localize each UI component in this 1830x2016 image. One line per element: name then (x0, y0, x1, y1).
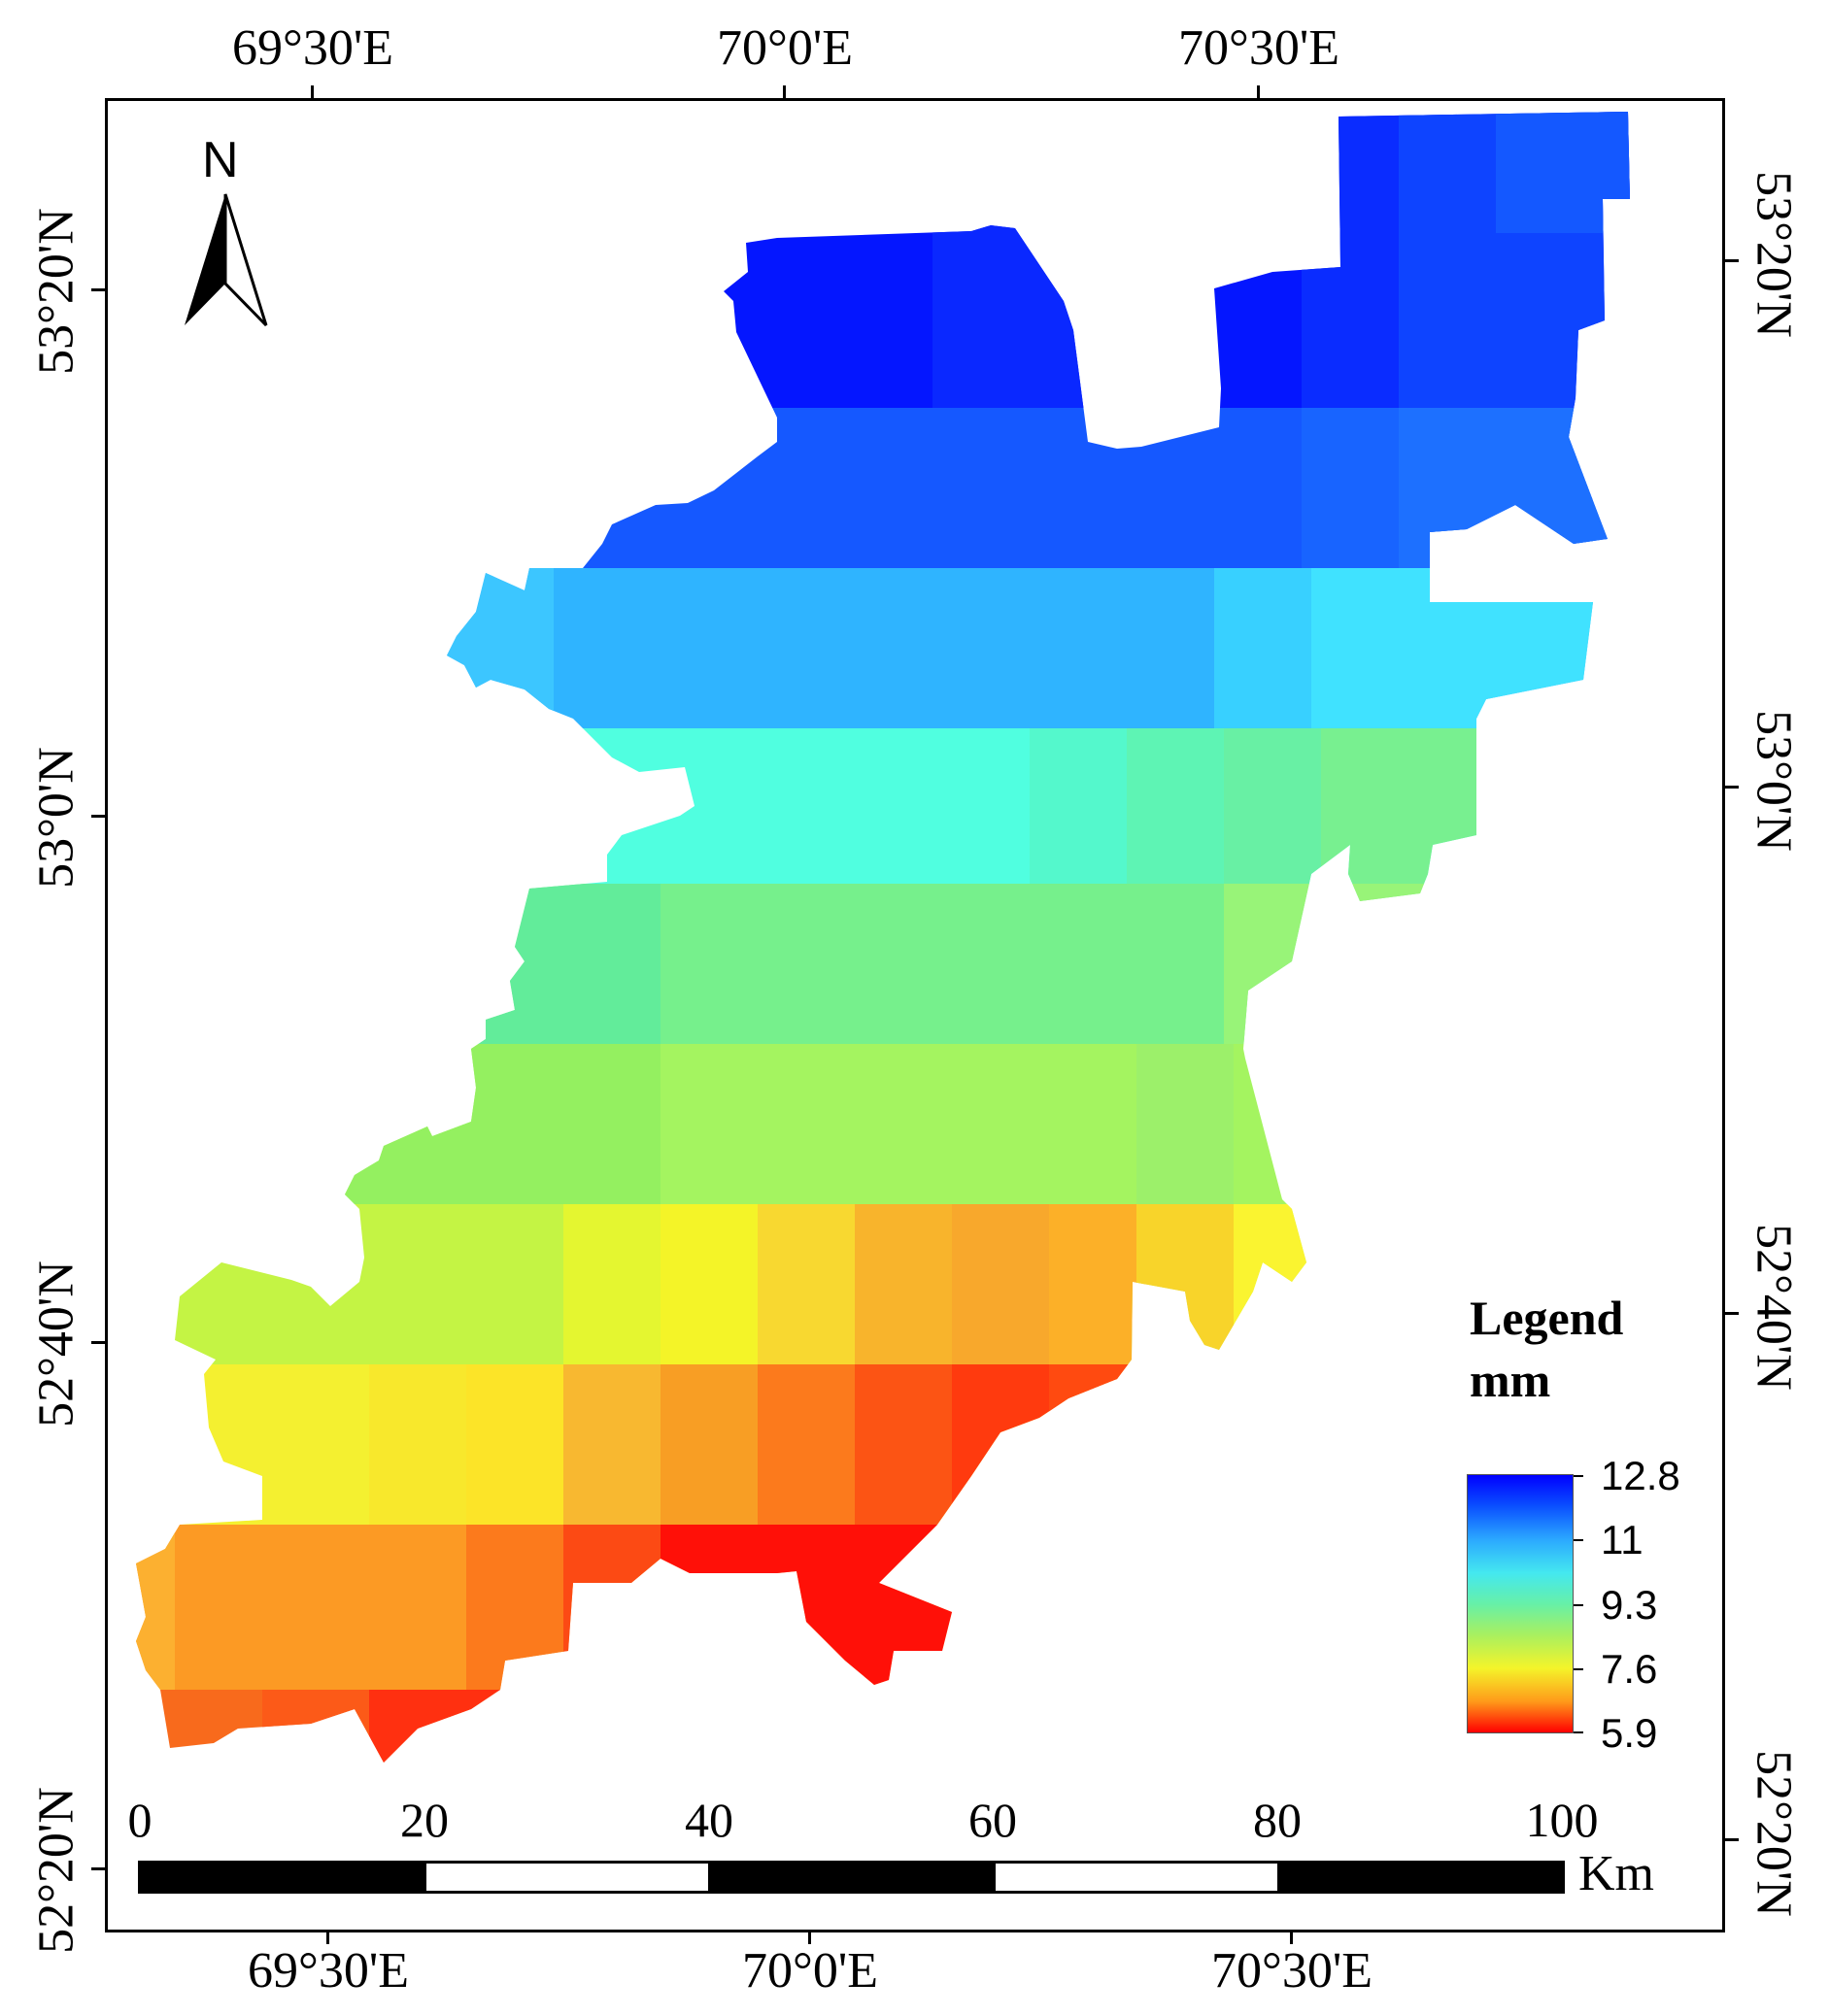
north-arrow-icon (185, 193, 268, 327)
legend-value-2: 11 (1601, 1517, 1644, 1562)
tick (783, 85, 786, 99)
legend-color-ramp (1467, 1474, 1574, 1733)
tick (91, 815, 105, 818)
lon-label-bottom-1: 69°30'E (248, 1943, 409, 1999)
scale-label-100: 100 (1525, 1793, 1599, 1847)
band-6 (136, 1044, 1630, 1204)
scale-segment (708, 1861, 996, 1894)
legend-value-3: 9.3 (1601, 1582, 1658, 1628)
band-1 (136, 112, 1630, 408)
tick (91, 1867, 105, 1870)
lon-label-bottom-3: 70°30'E (1211, 1943, 1372, 1999)
band-5 (136, 884, 1630, 1044)
legend-tick (1574, 1668, 1583, 1670)
scale-segment (138, 1861, 426, 1894)
band-2 (136, 408, 1630, 568)
tick (1725, 259, 1739, 262)
scale-label-80: 80 (1253, 1793, 1302, 1847)
lon-label-top-2: 70°0'E (717, 20, 853, 76)
scale-segment (993, 1861, 1280, 1894)
tick (1290, 1931, 1293, 1944)
scale-label-60: 60 (968, 1793, 1017, 1847)
legend-tick (1574, 1731, 1583, 1733)
scale-label-20: 20 (400, 1793, 449, 1847)
band-3 (136, 568, 1630, 728)
band-4 (136, 728, 1630, 884)
legend-value-min: 5.9 (1601, 1710, 1658, 1756)
legend-heading: Legend (1470, 1291, 1624, 1345)
tick (1725, 1838, 1739, 1841)
tick (1725, 786, 1739, 789)
lon-label-top-3: 70°30'E (1178, 20, 1339, 76)
legend-tick (1574, 1604, 1583, 1606)
scale-unit: Km (1578, 1846, 1654, 1901)
lon-label-top-1: 69°30'E (232, 20, 393, 76)
tick (311, 85, 314, 99)
legend-tick (1574, 1475, 1583, 1477)
scale-label-0: 0 (127, 1793, 152, 1847)
scale-label-40: 40 (685, 1793, 733, 1847)
legend-tick (1574, 1539, 1583, 1541)
tick (1725, 1312, 1739, 1315)
tick (326, 1931, 329, 1944)
tick (91, 1341, 105, 1344)
scale-segment (424, 1861, 711, 1894)
tick (1257, 85, 1260, 99)
legend-title: Legend mm (1470, 1287, 1623, 1411)
north-label: N (202, 132, 239, 188)
legend-unit: mm (1470, 1353, 1551, 1407)
legend-value-max: 12.8 (1601, 1453, 1680, 1498)
legend-value-4: 7.6 (1601, 1646, 1658, 1692)
lon-label-bottom-2: 70°0'E (742, 1943, 878, 1999)
scale-segment (1277, 1861, 1565, 1894)
tick (91, 288, 105, 291)
tick (808, 1931, 811, 1944)
map-frame (105, 98, 1725, 1932)
